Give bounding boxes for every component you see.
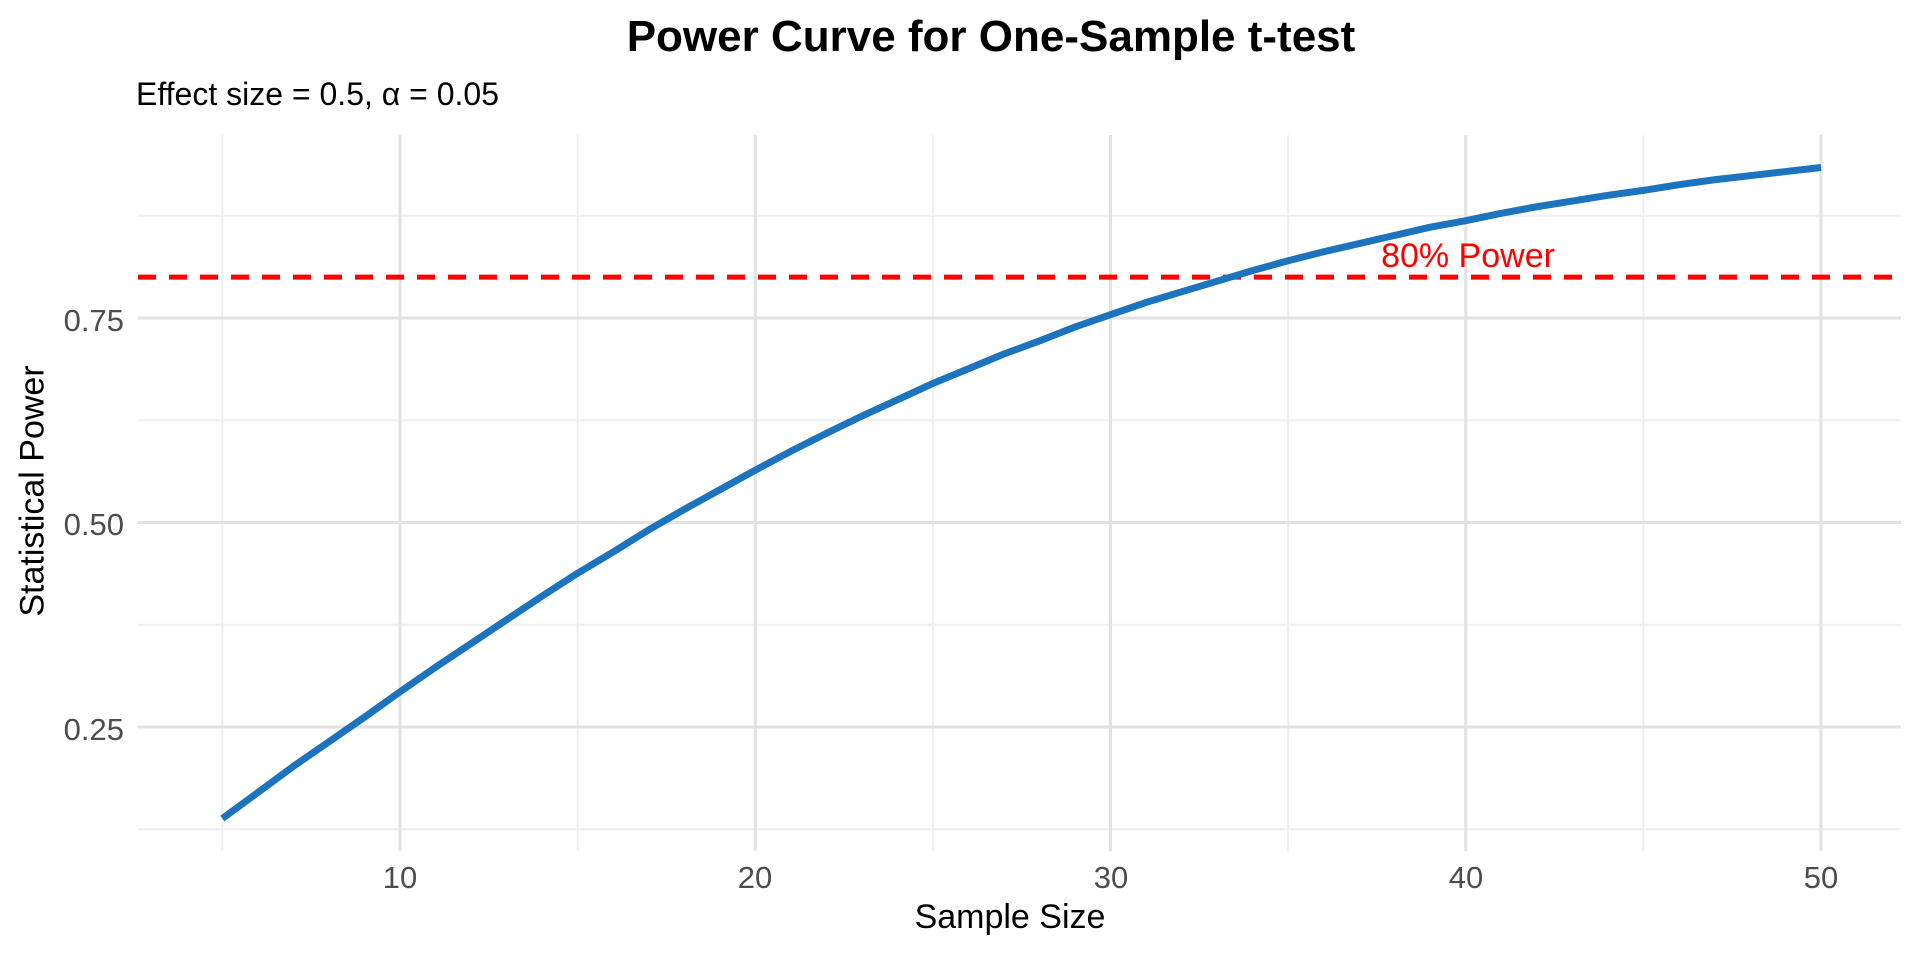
x-tick-label: 50 bbox=[1803, 860, 1839, 895]
reference-line-label: 80% Power bbox=[1381, 237, 1555, 275]
x-tick-label: 10 bbox=[382, 860, 418, 895]
x-tick-label: 20 bbox=[737, 860, 773, 895]
chart-title: Power Curve for One-Sample t-test bbox=[626, 12, 1356, 61]
y-tick-label: 0.50 bbox=[63, 507, 124, 542]
x-tick-label: 40 bbox=[1448, 860, 1484, 895]
y-tick-label: 0.75 bbox=[63, 303, 124, 338]
y-tick-label: 0.25 bbox=[63, 712, 124, 747]
x-axis-title: Sample Size bbox=[914, 898, 1106, 936]
power-curve-line bbox=[220, 164, 1822, 822]
x-tick-label: 30 bbox=[1093, 860, 1129, 895]
chart-subtitle: Effect size = 0.5, α = 0.05 bbox=[136, 76, 500, 112]
y-axis-title: Statistical Power bbox=[13, 365, 52, 617]
